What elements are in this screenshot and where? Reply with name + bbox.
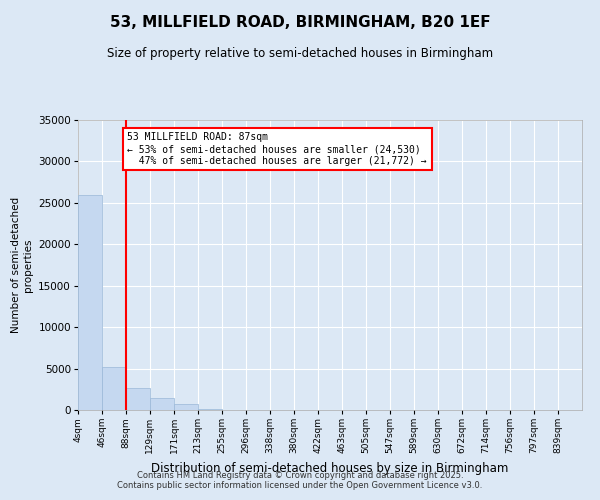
Text: Size of property relative to semi-detached houses in Birmingham: Size of property relative to semi-detach… [107, 48, 493, 60]
Bar [127, 388, 150, 410]
Bar [78, 194, 102, 410]
Bar [174, 404, 198, 410]
Text: 53, MILLFIELD ROAD, BIRMINGHAM, B20 1EF: 53, MILLFIELD ROAD, BIRMINGHAM, B20 1EF [110, 15, 490, 30]
Text: Contains HM Land Registry data © Crown copyright and database right 2025.
Contai: Contains HM Land Registry data © Crown c… [118, 470, 482, 490]
Bar [150, 398, 174, 410]
Y-axis label: Number of semi-detached
properties: Number of semi-detached properties [11, 197, 33, 333]
X-axis label: Distribution of semi-detached houses by size in Birmingham: Distribution of semi-detached houses by … [151, 462, 509, 474]
Text: 53 MILLFIELD ROAD: 87sqm
← 53% of semi-detached houses are smaller (24,530)
  47: 53 MILLFIELD ROAD: 87sqm ← 53% of semi-d… [127, 132, 427, 166]
Bar [102, 367, 126, 410]
Bar [198, 409, 222, 410]
